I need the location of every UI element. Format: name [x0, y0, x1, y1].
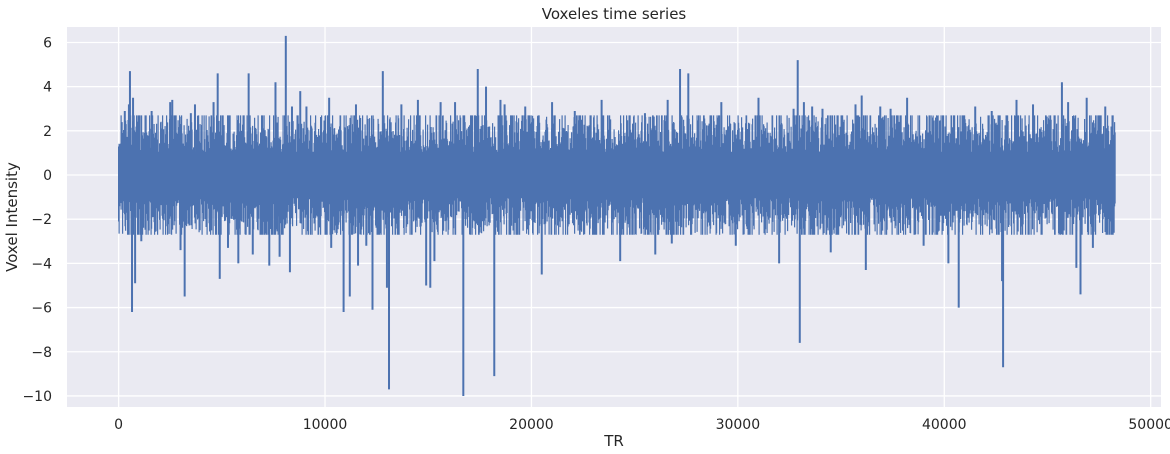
x-tick-label: 10000	[303, 417, 348, 433]
y-tick-label: −4	[31, 256, 52, 272]
y-tick-label: −10	[22, 389, 52, 405]
tick-labels: 0 10000 20000 30000 40000 50000 −10 −8 −6 −4 −2 0 2 4…	[22, 35, 1170, 433]
x-tick-label: 20000	[509, 417, 554, 433]
x-tick-label: 0	[114, 417, 123, 433]
chart-title: Voxeles time series	[542, 5, 687, 23]
x-tick-label: 50000	[1128, 417, 1170, 433]
x-tick-label: 40000	[922, 417, 967, 433]
y-tick-label: −2	[31, 212, 52, 228]
y-tick-label: 0	[43, 168, 52, 184]
y-tick-label: 6	[43, 35, 52, 51]
y-tick-label: −6	[31, 301, 52, 317]
y-tick-label: 2	[43, 124, 52, 140]
series-line	[118, 115, 1116, 235]
series-layer	[118, 35, 1116, 396]
y-tick-label: 4	[43, 80, 52, 96]
x-tick-label: 30000	[716, 417, 761, 433]
x-axis-label: TR	[603, 432, 624, 450]
y-axis-label: Voxel Intensity	[3, 162, 21, 272]
y-tick-label: −8	[31, 345, 52, 361]
